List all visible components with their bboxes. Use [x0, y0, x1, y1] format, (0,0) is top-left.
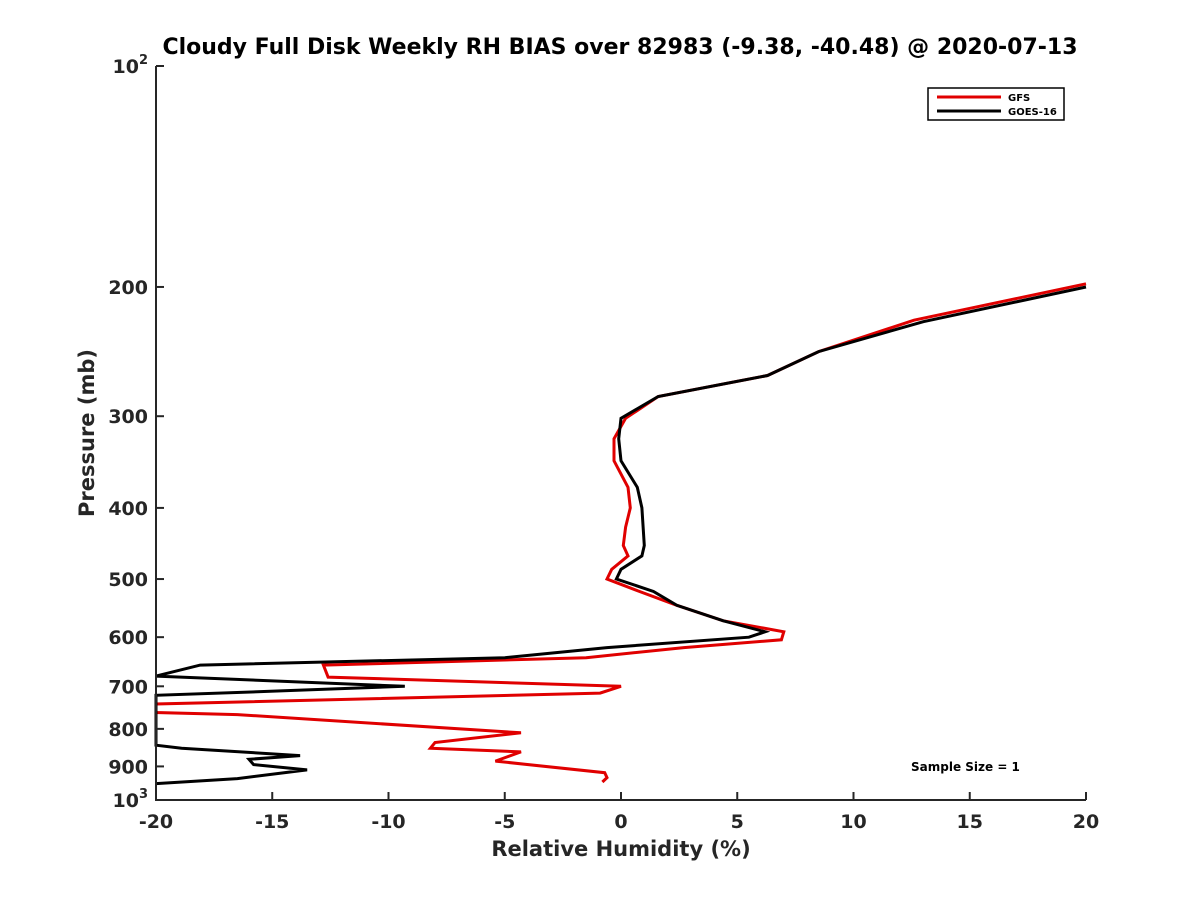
- y-tick-base: 10: [113, 56, 139, 78]
- series-line-gfs: [154, 282, 1087, 784]
- y-tick-exponent: 3: [139, 787, 148, 802]
- x-tick-label: 0: [614, 811, 627, 833]
- y-tick-exponent: 2: [139, 53, 148, 68]
- chart-title: Cloudy Full Disk Weekly RH BIAS over 829…: [162, 35, 1077, 60]
- y-tick-label: 200: [108, 277, 148, 299]
- sample-size-annotation: Sample Size = 1: [911, 760, 1020, 774]
- y-tick-label: 500: [108, 569, 148, 591]
- y-tick-label: 103: [113, 787, 149, 812]
- y-tick-label: 900: [108, 756, 148, 778]
- x-tick-label: 10: [840, 811, 866, 833]
- x-tick-label: 5: [731, 811, 744, 833]
- x-axis-label: Relative Humidity (%): [491, 837, 750, 861]
- legend: GFS GOES-16: [927, 87, 1065, 121]
- x-tick-label: -15: [255, 811, 289, 833]
- x-tick-label: -20: [139, 811, 173, 833]
- y-tick-label: 400: [108, 498, 148, 520]
- x-tick-label: 20: [1073, 811, 1099, 833]
- x-axis-ticks: -20 -15 -10 -5 0 5 10 15 20: [139, 792, 1099, 833]
- y-axis-label: Pressure (mb): [75, 349, 99, 517]
- legend-label-goes16: GOES-16: [1008, 107, 1057, 118]
- series-line-goes16: [154, 285, 1087, 786]
- y-tick-base: 10: [113, 790, 139, 812]
- legend-box: [927, 87, 1065, 121]
- y-tick-label: 800: [108, 719, 148, 741]
- x-tick-label: -5: [494, 811, 515, 833]
- y-tick-label: 300: [108, 406, 148, 428]
- y-tick-label: 700: [108, 676, 148, 698]
- series-layer: [154, 282, 1087, 786]
- y-tick-label: 600: [108, 627, 148, 649]
- y-tick-label: 102: [113, 53, 149, 78]
- legend-label-gfs: GFS: [1008, 93, 1030, 104]
- x-tick-label: -10: [371, 811, 405, 833]
- x-tick-label: 15: [957, 811, 983, 833]
